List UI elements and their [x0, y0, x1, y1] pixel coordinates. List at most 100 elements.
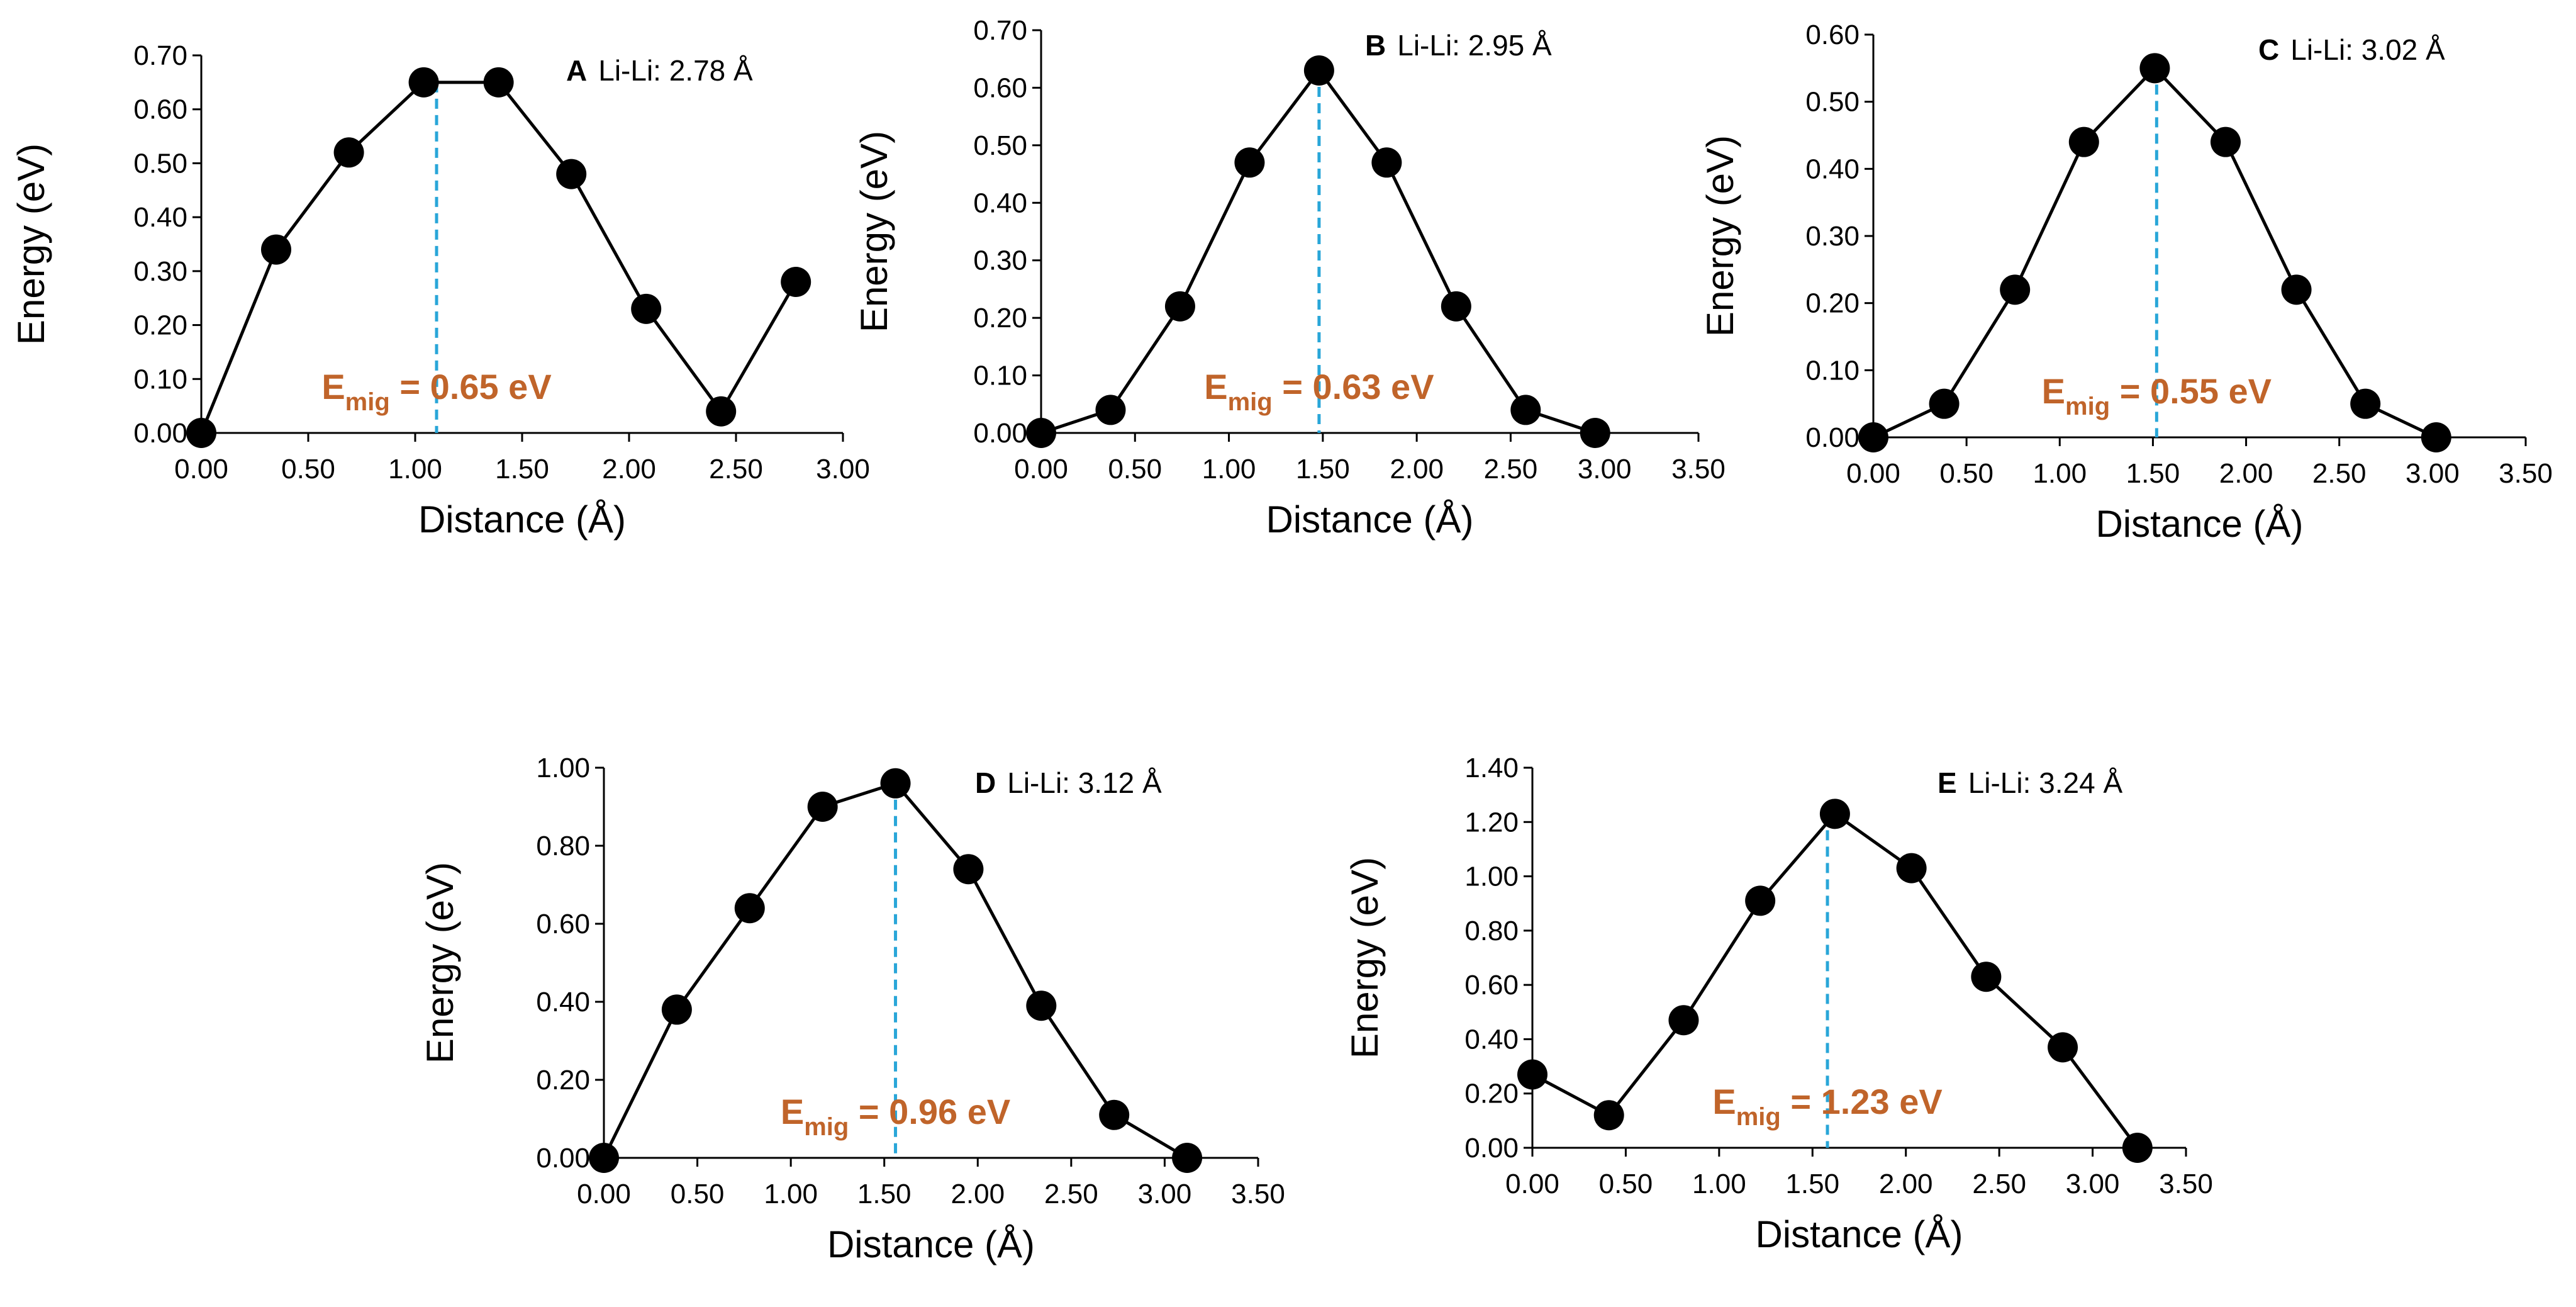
annotation-main: E	[2042, 371, 2065, 411]
annotation-main: E	[781, 1092, 804, 1131]
data-point	[556, 159, 587, 189]
data-point	[1929, 388, 1960, 419]
data-point	[1172, 1143, 1203, 1173]
data-point	[2068, 126, 2099, 157]
x-tick-label: 0.00	[577, 1179, 631, 1209]
data-point	[2048, 1032, 2078, 1063]
annotation-subscript: mig	[1736, 1103, 1781, 1131]
y-tick-label: 0.30	[973, 245, 1027, 276]
data-point	[1593, 1100, 1624, 1131]
data-point	[1026, 990, 1057, 1021]
y-tick-label: 0.40	[1805, 154, 1860, 184]
x-tick-label: 3.00	[2406, 458, 2460, 489]
migration-energy-annotation: Emig = 0.96 eV	[781, 1092, 1010, 1141]
data-point	[1971, 962, 2002, 992]
data-point	[1510, 395, 1541, 425]
y-axis-title: Energy (eV)	[10, 143, 52, 345]
y-tick-label: 0.50	[973, 130, 1027, 161]
x-axis-title: Distance (Å)	[1755, 1213, 1963, 1255]
data-point	[1858, 422, 1888, 452]
data-point	[1580, 418, 1610, 448]
data-point	[408, 67, 439, 98]
x-tick-label: 2.00	[602, 454, 656, 485]
panel-title: C Li-Li: 3.02 Å	[2258, 33, 2445, 66]
y-tick-label: 0.60	[536, 909, 590, 940]
data-point	[1896, 853, 1927, 883]
x-tick-label: 3.50	[2159, 1169, 2213, 1199]
y-tick-label: 0.80	[536, 831, 590, 861]
data-point	[483, 67, 514, 98]
x-tick-label: 0.50	[671, 1179, 725, 1209]
data-point	[1819, 799, 1850, 829]
x-tick-label: 1.00	[1202, 454, 1256, 485]
y-tick-label: 0.70	[973, 15, 1027, 46]
data-point	[1099, 1099, 1130, 1130]
x-tick-label: 2.50	[2312, 458, 2367, 489]
panel-letter: C	[2258, 33, 2279, 66]
x-tick-label: 1.00	[764, 1179, 818, 1209]
annotation-subscript: mig	[345, 388, 390, 416]
x-tick-label: 2.00	[2219, 458, 2273, 489]
data-point	[1234, 147, 1265, 178]
y-tick-label: 0.10	[973, 361, 1027, 391]
data-point	[631, 293, 662, 324]
x-tick-label: 0.50	[1599, 1169, 1653, 1199]
y-tick-label: 0.60	[133, 94, 187, 125]
y-tick-label: 0.10	[1805, 355, 1860, 386]
x-tick-label: 2.50	[1484, 454, 1538, 485]
x-tick-label: 2.50	[1972, 1169, 2026, 1199]
x-tick-label: 0.50	[281, 454, 335, 485]
y-tick-label: 0.20	[1805, 288, 1860, 319]
x-tick-label: 2.50	[1044, 1179, 1098, 1209]
y-tick-label: 0.20	[133, 310, 187, 341]
panel-letter: D	[975, 766, 996, 799]
data-point	[333, 137, 364, 168]
y-tick-label: 0.40	[133, 202, 187, 233]
chart-panel-d: 0.00 0.20 0.40 0.60 0.80 1.00 0.00 0.50 1.00 1.50…	[419, 753, 1285, 1265]
y-tick-label: 0.40	[973, 188, 1027, 218]
data-point	[186, 418, 216, 448]
y-tick-label: 0.20	[973, 303, 1027, 334]
annotation-main: E	[1712, 1082, 1736, 1121]
panel-letter: A	[566, 54, 587, 87]
y-tick-label: 0.40	[1464, 1024, 1519, 1055]
x-tick-label: 0.50	[1108, 454, 1162, 485]
annotation-value: = 1.23 eV	[1781, 1082, 1943, 1121]
x-tick-label: 1.50	[1296, 454, 1350, 485]
y-tick-label: 0.50	[133, 148, 187, 179]
x-tick-label: 1.50	[857, 1179, 912, 1209]
panel-letter: B	[1365, 29, 1386, 62]
x-tick-label: 3.00	[1578, 454, 1632, 485]
data-point	[1371, 147, 1402, 178]
data-point	[2421, 422, 2451, 452]
panel-letter: E	[1938, 766, 1957, 799]
x-tick-label: 3.50	[2499, 458, 2553, 489]
data-point	[781, 267, 811, 297]
data-point	[261, 234, 291, 265]
y-axis-title: Energy (eV)	[1699, 135, 1741, 337]
panel-title-text: Li-Li: 3.12 Å	[1007, 766, 1162, 799]
y-axis-title: Energy (eV)	[419, 862, 461, 1063]
data-point	[2139, 53, 2170, 84]
data-point	[1441, 291, 1471, 322]
panel-title-text: Li-Li: 3.02 Å	[2290, 33, 2445, 66]
panel-title: B Li-Li: 2.95 Å	[1365, 29, 1552, 62]
y-tick-label: 0.00	[133, 418, 187, 449]
annotation-subscript: mig	[1228, 388, 1273, 416]
y-tick-label: 1.20	[1464, 807, 1519, 838]
y-tick-label: 0.80	[1464, 916, 1519, 946]
data-point	[706, 396, 737, 427]
y-tick-label: 0.20	[536, 1065, 590, 1096]
chart-panel-b: 0.00 0.10 0.20 0.30 0.40 0.50 0.60 0.70 0.00 0.50…	[853, 15, 1726, 541]
data-point	[1303, 55, 1334, 86]
x-tick-label: 3.50	[1671, 454, 1726, 485]
data-point	[1517, 1059, 1547, 1090]
y-tick-label: 0.10	[133, 364, 187, 395]
annotation-subscript: mig	[804, 1113, 849, 1141]
x-axis-title: Distance (Å)	[827, 1223, 1035, 1265]
y-tick-label: 0.60	[973, 72, 1027, 103]
data-point	[1095, 395, 1126, 425]
panel-title-text: Li-Li: 3.24 Å	[1968, 766, 2123, 799]
chart-panel-e: 0.00 0.20 0.40 0.60 0.80 1.00 1.20 1.40 0.00 0.50…	[1344, 753, 2213, 1255]
